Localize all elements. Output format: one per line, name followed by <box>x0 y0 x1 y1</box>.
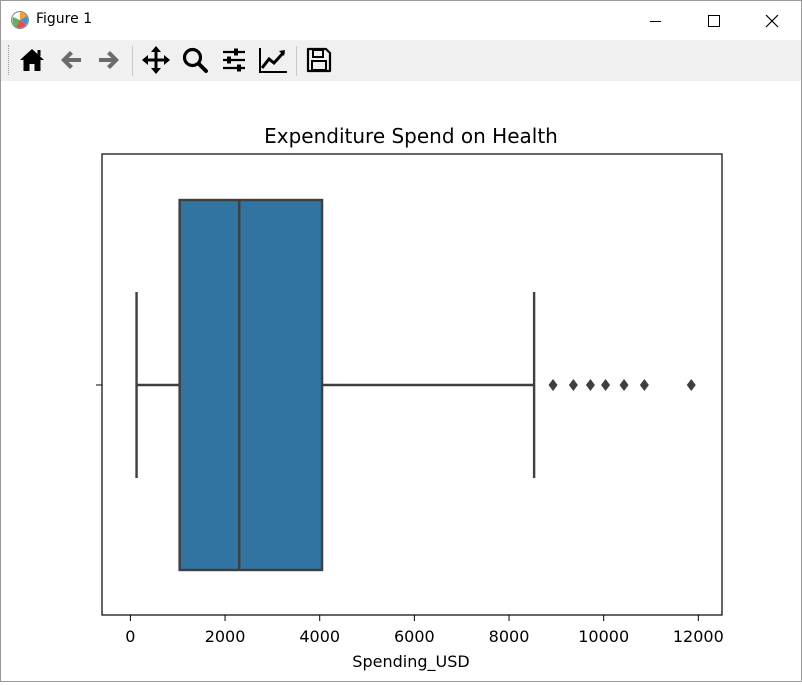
x-tick-label: 6000 <box>394 627 435 646</box>
x-axis-label: Spending_USD <box>352 652 469 672</box>
outlier-point <box>585 379 595 391</box>
outlier-point <box>639 379 649 391</box>
outlier-point <box>601 379 611 391</box>
arrow-right-icon <box>99 51 119 69</box>
boxplot-chart: Expenditure Spend on Health 0 2000 4000 600… <box>96 124 724 672</box>
close-button[interactable] <box>743 1 801 40</box>
move-icon <box>142 46 170 74</box>
pan-button[interactable] <box>140 44 172 76</box>
x-tick-label: 2000 <box>205 627 246 646</box>
title-bar: Figure 1 <box>1 1 801 40</box>
forward-button[interactable] <box>93 44 125 76</box>
zoom-button[interactable] <box>179 44 211 76</box>
x-tick-label: 12000 <box>673 627 724 646</box>
outlier-point <box>568 379 578 391</box>
outlier-point <box>548 379 558 391</box>
arrow-left-icon <box>61 51 81 69</box>
save-button[interactable] <box>303 44 335 76</box>
chart-title: Expenditure Spend on Health <box>264 124 558 148</box>
configure-subplots-button[interactable] <box>218 44 250 76</box>
outlier-point <box>619 379 629 391</box>
home-button[interactable] <box>16 44 48 76</box>
x-tick-label: 10000 <box>578 627 629 646</box>
floppy-disk-icon <box>306 47 332 73</box>
matplotlib-app-icon <box>11 11 29 29</box>
edit-axis-button[interactable] <box>257 44 289 76</box>
minimize-button[interactable] <box>627 1 685 40</box>
close-icon <box>765 14 779 27</box>
iqr-box <box>178 198 324 572</box>
home-icon <box>20 49 44 71</box>
x-axis-ticks: 0 2000 4000 6000 8000 10000 12000 <box>125 615 724 646</box>
minimize-icon <box>650 20 661 22</box>
magnifier-icon <box>182 47 208 73</box>
toolbar-separator <box>296 46 297 76</box>
sliders-icon <box>223 48 245 72</box>
navigation-toolbar <box>1 40 801 82</box>
figure-canvas[interactable]: Expenditure Spend on Health 0 2000 4000 600… <box>1 81 801 681</box>
back-button[interactable] <box>55 44 87 76</box>
toolbar-separator <box>132 46 133 76</box>
maximize-button[interactable] <box>685 1 743 40</box>
outlier-point <box>686 379 696 391</box>
boxplot <box>135 198 696 572</box>
line-chart-icon <box>259 48 287 73</box>
x-tick-label: 4000 <box>299 627 340 646</box>
maximize-icon <box>708 14 720 27</box>
x-tick-label: 0 <box>125 627 135 646</box>
x-tick-label: 8000 <box>489 627 530 646</box>
window-title: Figure 1 <box>36 11 93 27</box>
toolbar-grip <box>8 45 11 75</box>
